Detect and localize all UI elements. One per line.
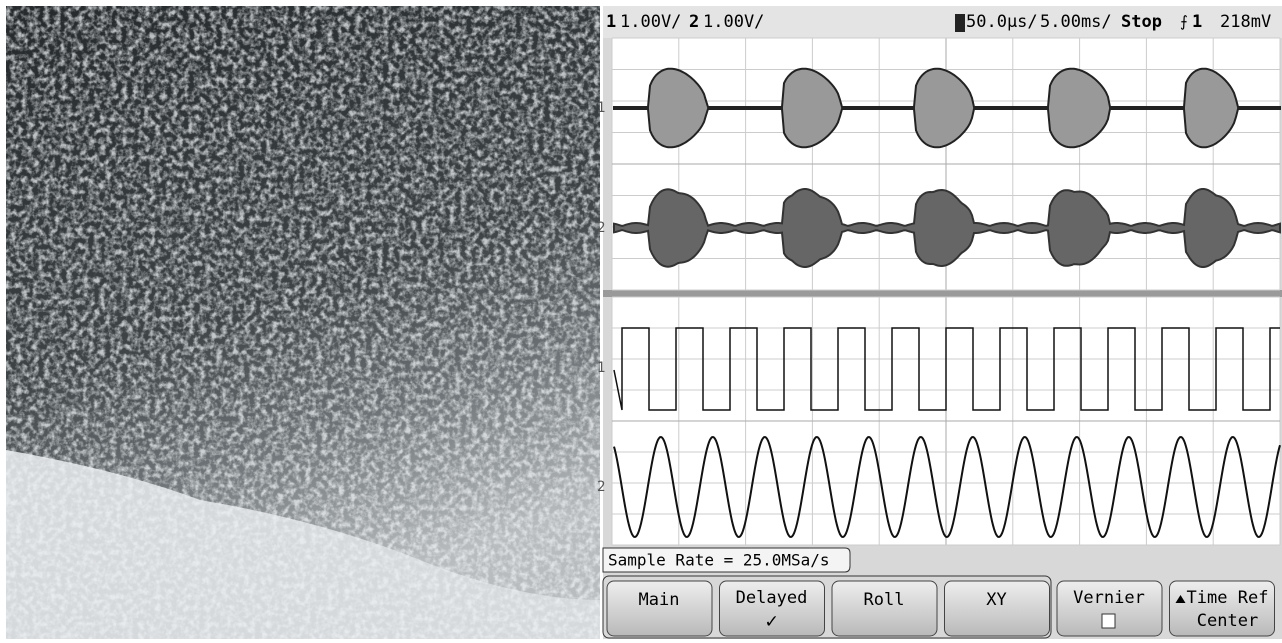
softkey[interactable]	[719, 580, 825, 637]
softkey[interactable]	[606, 580, 713, 637]
square-wave	[613, 327, 1280, 411]
softkey-label: XY	[986, 590, 1006, 610]
window-divider	[603, 290, 1282, 297]
softkey[interactable]	[944, 580, 1050, 637]
waveforms	[613, 67, 1281, 539]
burst-envelope	[613, 67, 1281, 149]
burst-envelope	[613, 188, 1281, 268]
mem-icon	[955, 14, 965, 32]
channel-markers: 1 2 1 2	[597, 100, 605, 495]
softkey[interactable]	[1169, 580, 1275, 637]
softkey-label: Time Ref	[1187, 588, 1269, 608]
softkey-label: Delayed	[736, 588, 808, 608]
ch1-label: 1	[606, 12, 616, 32]
softkeys: Main Delayed✓ Roll XY Vernier Time Ref Center	[602, 575, 1275, 639]
checkbox	[1101, 613, 1116, 629]
softkey-label: Roll	[864, 590, 905, 610]
status: 1 1.00V/ 2 1.00V/ 50.0µs/ 5.00ms/ Stop ⨍…	[606, 12, 1271, 32]
marker: 2	[597, 220, 605, 236]
trigger-source: 1	[1192, 12, 1202, 32]
softkey-indicator: ✓	[765, 609, 777, 633]
softkey-sub: Center	[1197, 611, 1258, 631]
main-time: 5.00ms/	[1040, 12, 1112, 32]
softkey[interactable]	[831, 580, 938, 637]
arrow-icon	[1175, 595, 1186, 603]
softkey-frame	[602, 575, 1052, 639]
marker: 1	[597, 360, 605, 376]
surface-photo	[6, 6, 600, 639]
softkey-label: Vernier	[1073, 588, 1145, 608]
sample-rate: Sample Rate = 25.0MSa/s	[608, 551, 830, 570]
ch1-scale: 1.00V/	[620, 12, 681, 32]
sine-wave	[613, 435, 1281, 539]
softkey[interactable]	[1056, 580, 1163, 637]
ch2-label: 2	[689, 12, 699, 32]
trigger-level: 218mV	[1220, 12, 1271, 32]
softkey-label: Main	[639, 590, 680, 610]
delayed-time: 50.0µs/	[966, 12, 1038, 32]
marker: 1	[597, 100, 605, 116]
status-bar	[603, 6, 1282, 38]
run-state: Stop	[1121, 12, 1162, 32]
trigger-icon: ⨍	[1180, 13, 1188, 31]
sample-rate-box	[602, 547, 851, 573]
marker: 2	[597, 479, 605, 495]
ch2-scale: 1.00V/	[703, 12, 764, 32]
